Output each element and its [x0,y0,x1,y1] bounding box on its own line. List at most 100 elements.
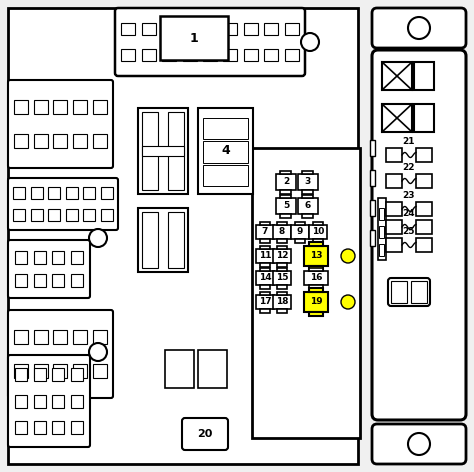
Bar [302,214,313,218]
Bar [260,292,270,295]
Bar [15,251,27,264]
Bar [34,274,46,287]
FancyBboxPatch shape [8,310,113,398]
Bar [93,364,107,378]
Bar [138,208,188,272]
Bar [252,148,360,438]
Bar [414,104,434,132]
Bar [298,198,318,214]
Bar [273,271,291,285]
Bar [14,134,28,148]
Bar [416,220,432,234]
Bar [386,202,402,216]
Bar [277,285,287,288]
Bar [71,251,83,264]
Bar [414,62,434,90]
Text: 20: 20 [197,429,213,439]
Bar [168,112,184,190]
Text: 17: 17 [259,297,271,306]
Text: 15: 15 [276,273,288,283]
Text: 11: 11 [259,252,271,261]
Bar [298,174,318,190]
Bar [310,312,323,316]
Bar [276,174,296,190]
Text: 2: 2 [283,177,289,186]
Text: 14: 14 [259,273,271,283]
Bar [13,187,26,199]
Bar [73,330,87,344]
Bar [203,141,248,163]
Bar [416,148,432,162]
Bar [295,221,305,225]
Bar [310,285,323,288]
Text: 4: 4 [221,144,230,158]
Bar [53,368,64,381]
Bar [14,364,28,378]
Bar [54,134,67,148]
Bar [71,395,83,407]
Bar [66,187,78,199]
Bar [142,212,158,268]
Bar [54,364,67,378]
Bar [182,50,197,61]
Bar [100,187,112,199]
Text: 7: 7 [262,228,268,236]
Bar [310,242,323,246]
Text: 13: 13 [310,252,322,261]
Text: 24: 24 [403,209,415,218]
Bar [48,187,60,199]
Bar [370,200,375,216]
Bar [142,23,156,34]
Bar [223,50,237,61]
Bar [416,174,432,188]
Bar [53,251,64,264]
Bar [182,23,197,34]
FancyBboxPatch shape [8,355,90,447]
Circle shape [89,229,107,247]
Bar [53,421,64,434]
Bar [138,108,188,194]
Bar [142,146,184,156]
Bar [203,165,248,186]
Bar [53,274,64,287]
Bar [370,230,375,246]
Bar [378,198,386,260]
Circle shape [408,433,430,455]
Bar [391,281,407,303]
Bar [15,274,27,287]
Bar [162,50,176,61]
Bar [281,214,292,218]
Bar [277,245,287,249]
Bar [416,202,432,216]
Bar [203,50,217,61]
Bar [295,239,305,243]
Bar [93,100,107,114]
Bar [277,292,287,295]
FancyBboxPatch shape [372,424,466,464]
Bar [223,23,237,34]
Bar [264,23,278,34]
Bar [34,100,48,114]
Bar [142,112,158,190]
Bar [13,209,26,221]
Bar [416,238,432,252]
Bar [273,225,291,239]
Bar [53,395,64,407]
Bar [264,50,278,61]
Bar [160,16,228,60]
Bar [244,50,258,61]
Text: 12: 12 [276,252,288,261]
Bar [260,268,270,271]
Bar [411,281,427,303]
Bar [83,209,95,221]
Bar [244,23,258,34]
Bar [379,208,384,220]
Bar [310,266,323,270]
Bar [379,244,384,256]
FancyBboxPatch shape [8,240,90,298]
Bar [71,421,83,434]
Bar [302,170,313,174]
Bar [284,50,299,61]
Text: 23: 23 [403,191,415,200]
Bar [93,330,107,344]
